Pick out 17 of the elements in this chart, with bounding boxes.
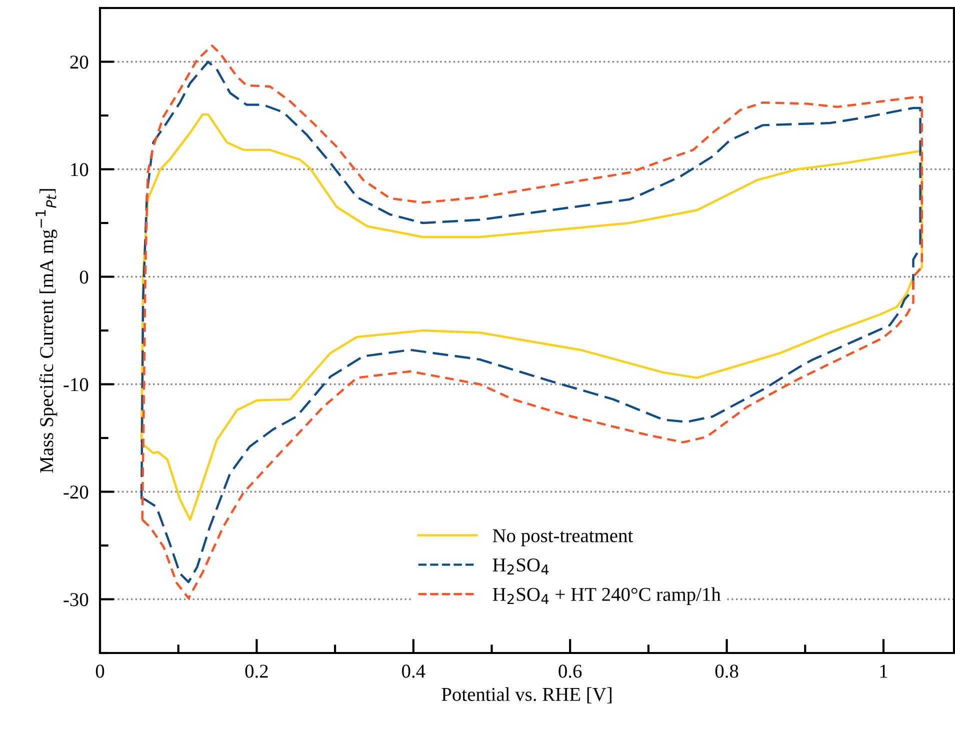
legend-label: H$_{2}$SO$_{4}$ + HT 240°C ramp/1h [492, 587, 721, 605]
y-tick-label: 0 [80, 270, 88, 284]
x-tick-label: 0.2 [245, 664, 268, 678]
y-tick-label: 10 [71, 163, 88, 176]
y-axis-title: Mass Specific Current [mA mg$^{−1}$$_{Pt}$] [36, 189, 58, 473]
y-tick-label: -10 [64, 378, 88, 392]
x-tick-label: 0 [96, 664, 104, 678]
x-axis-title: Potential vs. RHE [V] [442, 687, 612, 704]
x-tick-label: 0.8 [715, 664, 738, 678]
x-tick-label: 0.6 [558, 664, 582, 678]
x-tick-label: 1 [880, 664, 888, 678]
y-tick-label: -20 [64, 486, 88, 499]
legend-label: No post-treatment [492, 529, 634, 546]
y-tick-label: 20 [70, 56, 88, 69]
y-tick-label: -30 [64, 593, 88, 606]
legend-label: H$_{2}$SO$_{4}$ [492, 558, 549, 575]
x-tick-label: 0.4 [402, 664, 426, 678]
